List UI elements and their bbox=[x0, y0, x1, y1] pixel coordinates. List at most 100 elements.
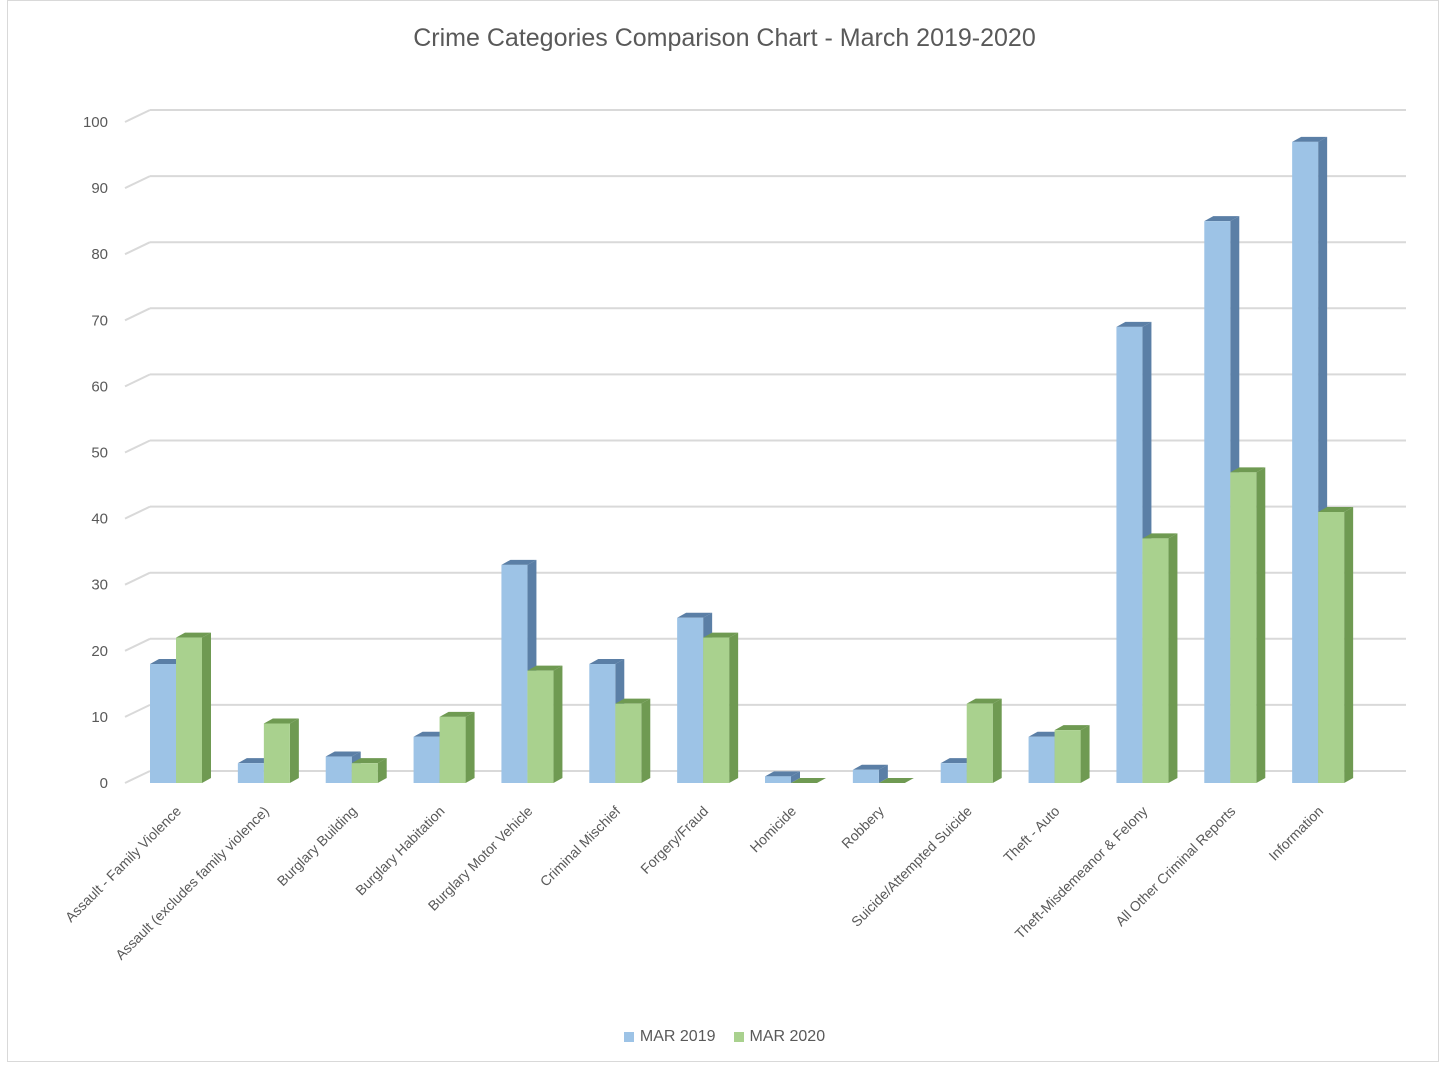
bar-top bbox=[677, 612, 713, 618]
bar-2020 bbox=[1230, 467, 1266, 783]
legend: MAR 2019 MAR 2020 bbox=[0, 1028, 1449, 1046]
x-tick-label: Theft - Auto bbox=[1000, 803, 1063, 866]
bar-front bbox=[176, 637, 202, 783]
bar-2020 bbox=[1318, 506, 1354, 783]
bar-side bbox=[289, 718, 299, 783]
gridlines: 0 10 20 30 40 50 60 70 80 90 100 bbox=[83, 109, 1406, 792]
bar-top bbox=[1116, 321, 1152, 327]
gridline-depth bbox=[124, 703, 151, 718]
bar-2020 bbox=[176, 632, 211, 783]
bar-side bbox=[202, 632, 211, 783]
bar-top bbox=[1318, 506, 1354, 512]
bar-front bbox=[325, 756, 352, 783]
bar-2020 bbox=[439, 711, 475, 783]
bar-front bbox=[966, 703, 993, 783]
bar-top bbox=[351, 758, 387, 764]
bar-front bbox=[677, 617, 704, 783]
y-tick-label: 90 bbox=[91, 180, 108, 197]
bar-top bbox=[325, 751, 361, 757]
bar-top bbox=[1142, 533, 1178, 539]
gridline-depth bbox=[124, 307, 151, 322]
bar-top bbox=[263, 718, 299, 724]
x-tick-label: Burglary Habitation bbox=[352, 803, 448, 899]
bar-2019 bbox=[1292, 136, 1328, 783]
bar-side bbox=[465, 711, 475, 783]
bar-top bbox=[176, 632, 211, 638]
bar-side bbox=[641, 698, 651, 783]
bar-2020 bbox=[1142, 533, 1178, 783]
legend-item-2019: MAR 2019 bbox=[623, 1028, 716, 1046]
bar-top bbox=[589, 659, 625, 665]
bar-side bbox=[1344, 506, 1354, 783]
bar-front bbox=[1292, 141, 1319, 783]
bar-2020 bbox=[1054, 725, 1090, 783]
bar-top bbox=[1204, 216, 1240, 222]
bar-top bbox=[501, 559, 537, 565]
bar-side bbox=[1168, 533, 1178, 783]
bar-2020 bbox=[703, 632, 739, 783]
gridline-depth bbox=[124, 175, 151, 190]
bar-front bbox=[351, 763, 378, 783]
bar-side bbox=[1080, 725, 1090, 783]
bar-front bbox=[765, 776, 791, 783]
bar-front bbox=[501, 564, 528, 783]
bar-top bbox=[615, 698, 651, 704]
bar-top bbox=[791, 778, 826, 783]
y-tick-label: 100 bbox=[83, 114, 108, 131]
chart-title: Crime Categories Comparison Chart - Marc… bbox=[413, 24, 1036, 52]
y-tick-label: 0 bbox=[100, 775, 108, 792]
bar-front bbox=[589, 664, 616, 783]
legend-item-2020: MAR 2020 bbox=[733, 1028, 825, 1046]
bar-top bbox=[439, 711, 475, 717]
bar-front bbox=[413, 736, 440, 783]
legend-label-2019: MAR 2019 bbox=[639, 1028, 716, 1045]
bar-front bbox=[1054, 730, 1081, 783]
bar-front bbox=[1028, 736, 1055, 783]
bar-front bbox=[439, 716, 466, 783]
bar-front bbox=[150, 664, 176, 783]
bar-top bbox=[878, 778, 914, 783]
bar-side bbox=[729, 632, 739, 783]
legend-swatch-2020 bbox=[733, 1032, 744, 1042]
y-tick-label: 40 bbox=[91, 511, 108, 528]
y-tick-label: 70 bbox=[91, 312, 108, 329]
x-tick-label: Criminal Mischief bbox=[537, 803, 624, 890]
bar-front bbox=[615, 703, 642, 783]
gridline-depth bbox=[124, 109, 151, 123]
gridline-depth bbox=[124, 439, 151, 454]
gridline-depth bbox=[124, 373, 151, 388]
x-tick-label: Homicide bbox=[747, 803, 800, 856]
y-tick-label: 20 bbox=[91, 643, 108, 660]
bar-side bbox=[377, 758, 387, 783]
y-tick-label: 50 bbox=[91, 445, 108, 462]
bar-2019 bbox=[765, 771, 800, 783]
y-tick-label: 30 bbox=[91, 577, 108, 594]
bar-front bbox=[852, 769, 879, 783]
bar-side bbox=[992, 698, 1002, 783]
bar-front bbox=[703, 637, 730, 783]
x-tick-label: Assault (excludes family violence) bbox=[112, 803, 272, 963]
bar-front bbox=[940, 763, 967, 783]
gridline-depth bbox=[124, 770, 151, 784]
x-tick-label: Information bbox=[1265, 803, 1326, 864]
y-tick-label: 80 bbox=[91, 246, 108, 263]
bar-2020 bbox=[791, 778, 826, 783]
bar-front bbox=[237, 763, 264, 783]
bar-top bbox=[966, 698, 1002, 704]
y-tick-label: 10 bbox=[91, 709, 108, 726]
bar-2019 bbox=[852, 764, 888, 783]
bar-2020 bbox=[615, 698, 651, 783]
bar-2020 bbox=[527, 665, 563, 783]
x-tick-label: Forgery/Fraud bbox=[637, 803, 711, 877]
bar-2020 bbox=[878, 778, 914, 783]
bar-side bbox=[878, 764, 888, 783]
bar-2020 bbox=[351, 758, 387, 783]
x-tick-label: Robbery bbox=[838, 803, 887, 852]
bar-top bbox=[703, 632, 739, 638]
gridline-depth bbox=[124, 241, 151, 256]
bar-2020 bbox=[966, 698, 1002, 783]
x-tick-label: Burglary Building bbox=[274, 803, 360, 889]
bar-front bbox=[1230, 472, 1257, 783]
